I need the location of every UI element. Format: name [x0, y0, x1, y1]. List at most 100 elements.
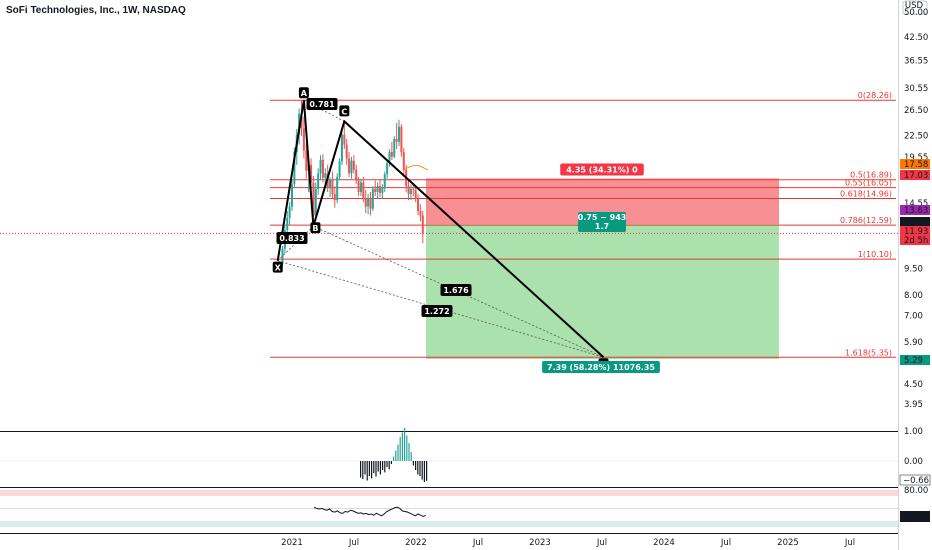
candle-body: [281, 248, 284, 264]
candle-body: [343, 134, 346, 145]
target-label-text: 7.39 (58.28%) 11076.35: [547, 363, 655, 372]
candle-body: [390, 152, 393, 157]
histogram-bar: [401, 432, 403, 461]
candle-body: [288, 206, 291, 218]
candle: [374, 180, 377, 197]
candle: [329, 176, 332, 198]
price-tick-label: 3.95: [904, 400, 923, 410]
candle: [286, 210, 289, 234]
price-tick-label: 30.55: [904, 84, 928, 94]
candle: [333, 186, 336, 208]
price-badge-text: 17.58: [904, 160, 928, 170]
candle: [348, 152, 351, 177]
rsi-last-value: 38.70: [900, 511, 930, 522]
price-tick-label: 4.50: [904, 380, 923, 390]
target-label: 7.39 (58.28%) 11076.35: [542, 361, 660, 373]
candle-body: [376, 186, 379, 192]
candle: [305, 143, 308, 179]
time-tick-label: Jul: [844, 538, 855, 548]
pattern-point-b: B: [310, 222, 321, 234]
candle-body: [364, 198, 367, 207]
fib-level-label: 0.5(16.89): [850, 171, 892, 180]
pattern-point-label: C: [341, 107, 347, 116]
candle: [355, 164, 358, 185]
ratio-badge: [306, 98, 338, 110]
pattern-point-badge: [310, 222, 321, 234]
candle-body: [414, 190, 417, 200]
price-tick-label: 5.90: [904, 338, 923, 348]
histogram-bar: [366, 461, 368, 481]
target-label-bg: [542, 361, 660, 373]
candle-body: [386, 163, 389, 175]
candle: [367, 193, 370, 215]
candle: [321, 154, 324, 183]
pattern-ratio: 0.781: [306, 98, 338, 110]
price-badge: 13.63: [900, 205, 930, 216]
time-tick-label: 2023: [529, 538, 551, 548]
ratio-label: 1.272: [424, 307, 449, 316]
histogram-last-value: −0.66: [899, 474, 931, 486]
candle: [319, 155, 322, 180]
candle: [359, 178, 362, 197]
fib-level-label: 0.786(12.59): [840, 216, 892, 225]
candle-body: [369, 198, 372, 209]
candle-body: [350, 160, 353, 174]
stop-label-bg: [560, 163, 644, 176]
fib-level-label: 0.618(14.96): [840, 189, 892, 198]
price-badge: 11.93: [900, 226, 930, 237]
candle-body: [374, 189, 377, 192]
price-badge-bg: [900, 355, 930, 365]
candle-body: [419, 210, 422, 216]
price-tick-label: 22.50: [904, 131, 928, 141]
price-badge: 5.29: [900, 355, 930, 366]
histogram-bar: [379, 461, 381, 475]
price-badge: 2d 5h: [900, 235, 930, 246]
candle-body: [331, 179, 334, 194]
candle: [357, 176, 360, 197]
histogram-bar: [360, 461, 362, 478]
rsi-tick-label: 80.00: [904, 486, 928, 496]
price-badge: 12.68: [900, 217, 930, 228]
candle-body: [371, 189, 374, 209]
moving-average-line: [403, 165, 429, 171]
histogram-bar: [362, 461, 364, 479]
fib-level-label: 1(10.10): [858, 250, 892, 259]
histogram-bar: [384, 461, 386, 473]
pane-separator-1: [0, 431, 898, 432]
candle-body: [302, 128, 305, 151]
candle: [345, 138, 348, 165]
candle-body: [407, 186, 410, 194]
histogram-last-text: −0.66: [903, 476, 929, 486]
candle-body: [367, 198, 370, 207]
pattern-point-x: X: [272, 261, 283, 273]
candle-body: [291, 184, 293, 207]
candle: [302, 116, 305, 159]
histogram-bar: [390, 461, 392, 464]
candle-body: [398, 126, 401, 142]
histogram-bar: [395, 450, 397, 461]
candle: [395, 122, 398, 150]
price-badge-bg: [900, 235, 930, 245]
candle: [417, 193, 420, 216]
histogram-bar: [421, 461, 423, 480]
chart-title: SoFi Technologies, Inc., 1W, NASDAQ: [6, 5, 186, 16]
candle-body: [336, 176, 339, 201]
candle-body: [319, 159, 322, 174]
histogram-tick-label: 1.00: [904, 427, 923, 437]
candle: [412, 184, 415, 197]
candle: [369, 191, 372, 216]
candle: [317, 168, 320, 195]
candle-body: [393, 138, 396, 157]
histogram-tick-label: 0.00: [904, 457, 923, 467]
histogram-bar: [382, 461, 384, 470]
ratio-badge: [276, 232, 308, 244]
rsi-band: [0, 520, 898, 527]
candle: [378, 179, 381, 198]
price-tick-label: 42.50: [904, 33, 928, 43]
candle: [407, 180, 410, 201]
rsi-last-bg: [900, 511, 930, 522]
ratio-label: 1.676: [443, 286, 469, 295]
take-profit-zone: [426, 224, 779, 359]
candle: [414, 186, 417, 203]
